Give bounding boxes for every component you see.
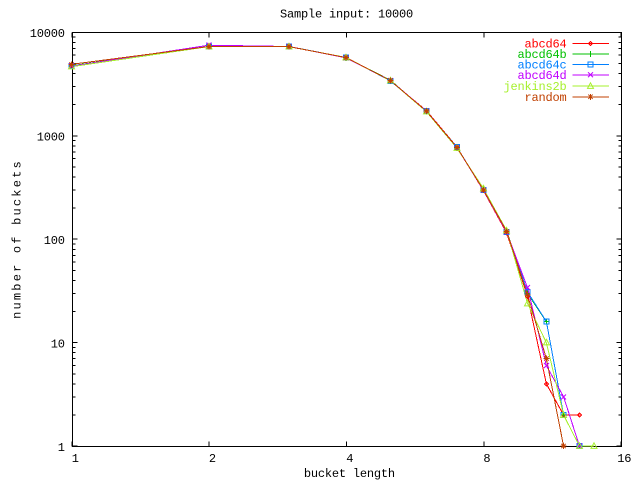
svg-text:10000: 10000 xyxy=(30,27,65,41)
svg-text:number of buckets: number of buckets xyxy=(10,159,24,319)
svg-text:bucket length: bucket length xyxy=(304,467,395,480)
svg-text:1: 1 xyxy=(72,452,79,466)
svg-text:10: 10 xyxy=(51,338,65,352)
svg-text:abcd64c: abcd64c xyxy=(517,58,566,72)
svg-text:abcd64d: abcd64d xyxy=(517,69,566,83)
svg-text:jenkins2b: jenkins2b xyxy=(503,80,566,94)
svg-text:4: 4 xyxy=(346,452,353,466)
svg-text:1000: 1000 xyxy=(37,131,65,145)
svg-text:2: 2 xyxy=(209,452,216,466)
svg-text:Sample input: 10000: Sample input: 10000 xyxy=(280,8,413,22)
svg-text:1: 1 xyxy=(58,441,65,455)
svg-text:random: random xyxy=(524,91,566,105)
svg-text:16: 16 xyxy=(617,452,631,466)
svg-text:abcd64b: abcd64b xyxy=(517,48,566,62)
svg-text:abcd64: abcd64 xyxy=(524,38,566,52)
svg-text:8: 8 xyxy=(483,452,490,466)
svg-text:100: 100 xyxy=(44,234,65,248)
